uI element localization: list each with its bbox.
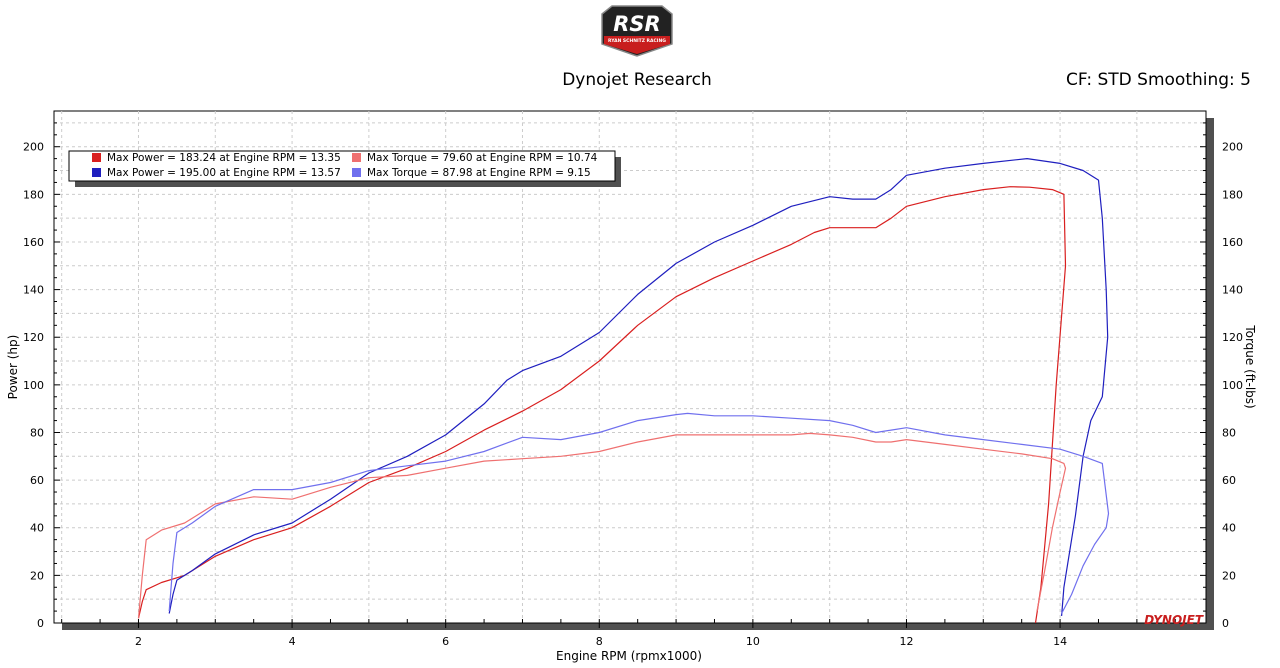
y2-tick-label: 160	[1222, 236, 1243, 249]
x-tick-label: 14	[1053, 635, 1067, 648]
power-line-run1	[137, 186, 1067, 624]
power-line-run2	[168, 158, 1109, 616]
y-tick-label: 200	[23, 141, 44, 154]
rsr-logo: RSR RYAN SCHNITZ RACING	[601, 5, 673, 57]
y-tick-label: 40	[30, 522, 44, 535]
grid	[54, 111, 1206, 623]
y-axis-label: Power (hp)	[6, 335, 20, 400]
legend-entry-torque-run2: Max Torque = 87.98 at Engine RPM = 9.15	[367, 167, 591, 179]
dynojet-logo: DYNOJET	[1144, 613, 1204, 627]
legend-box	[68, 150, 616, 182]
legend-entry-torque-run1: Max Torque = 79.60 at Engine RPM = 10.74	[367, 152, 598, 164]
y-tick-label: 80	[30, 426, 44, 439]
y2-axis-label: Torque (ft-lbs)	[1243, 324, 1257, 408]
legend-swatch-power-run1	[92, 153, 101, 162]
legend-swatch-torque-run2	[352, 168, 361, 177]
frame-shadow-right	[1206, 118, 1214, 630]
y-tick-label: 180	[23, 188, 44, 201]
y2-tick-label: 60	[1222, 474, 1236, 487]
x-tick-label: 8	[596, 635, 603, 648]
y2-tick-label: 120	[1222, 331, 1243, 344]
x-tick-label: 10	[746, 635, 760, 648]
legend: Max Power = 183.24 at Engine RPM = 13.35…	[68, 150, 621, 187]
logo-subtext: RYAN SCHNITZ RACING	[608, 38, 666, 44]
y-tick-label: 120	[23, 331, 44, 344]
legend-swatch-torque-run1	[352, 153, 361, 162]
y2-tick-label: 0	[1222, 617, 1229, 630]
x-tick-label: 12	[899, 635, 913, 648]
chart-title: Dynojet Research	[562, 70, 712, 90]
y-tick-label: 160	[23, 236, 44, 249]
torque-line-run1	[137, 432, 1067, 619]
torque-line-run2	[168, 412, 1110, 614]
correction-info: CF: STD Smoothing: 5	[1066, 70, 1251, 90]
legend-entry-power-run2: Max Power = 195.00 at Engine RPM = 13.57	[107, 167, 341, 179]
y2-tick-label: 100	[1222, 379, 1243, 392]
x-axis-label: Engine RPM (rpmx1000)	[556, 649, 702, 663]
plot-area	[53, 110, 1207, 624]
y2-tick-label: 20	[1222, 569, 1236, 582]
y-tick-label: 140	[23, 284, 44, 297]
y-tick-label: 60	[30, 474, 44, 487]
y2-tick-label: 200	[1222, 141, 1243, 154]
y2-tick-label: 180	[1222, 188, 1243, 201]
x-tick-label: 2	[135, 635, 142, 648]
y2-tick-label: 140	[1222, 284, 1243, 297]
legend-entry-power-run1: Max Power = 183.24 at Engine RPM = 13.35	[107, 152, 341, 164]
y-tick-label: 100	[23, 379, 44, 392]
legend-swatch-power-run2	[92, 168, 101, 177]
x-tick-label: 4	[289, 635, 296, 648]
series-lines	[137, 158, 1110, 624]
x-tick-label: 6	[442, 635, 449, 648]
y2-tick-label: 80	[1222, 426, 1236, 439]
y2-tick-label: 40	[1222, 522, 1236, 535]
logo-text: RSR	[613, 12, 660, 36]
frame-shadow-bottom	[62, 622, 1212, 630]
y-tick-label: 0	[37, 617, 44, 630]
y-tick-label: 20	[30, 569, 44, 582]
